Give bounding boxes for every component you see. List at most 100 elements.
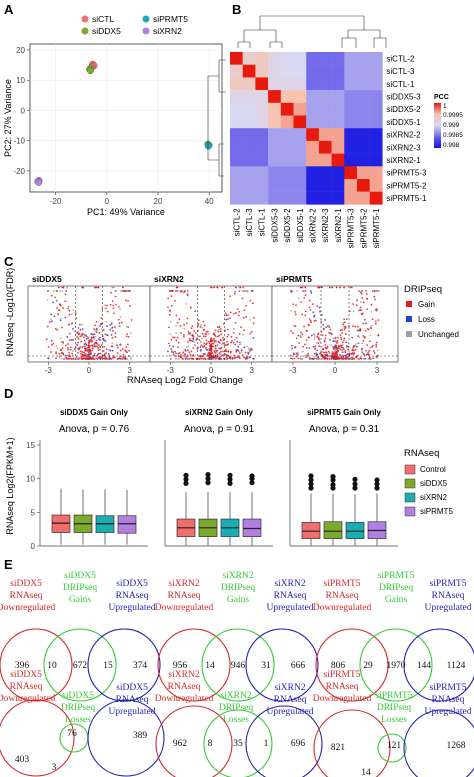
heatmap-column-label: siCTL-3 <box>245 208 254 237</box>
volcano-point <box>89 344 91 347</box>
heatmap-legend-tick: 0.9985 <box>443 132 463 139</box>
volcano-point <box>310 321 312 324</box>
volcano-point <box>321 351 324 353</box>
volcano-point <box>205 333 208 335</box>
volcano-point <box>93 338 96 340</box>
volcano-point <box>236 348 239 351</box>
venn-count: 15 <box>103 661 113 671</box>
venn-set-label-down: RNAseq <box>10 682 43 692</box>
pca-x-tick-label: 0 <box>105 197 110 206</box>
heatmap-cell <box>255 191 269 205</box>
heatmap-cell <box>306 140 320 154</box>
volcano-point <box>56 290 59 292</box>
volcano-point <box>305 339 308 341</box>
heatmap-cell <box>268 102 281 116</box>
volcano-point <box>128 304 131 307</box>
volcano-point <box>222 350 225 353</box>
heatmap-cell <box>306 102 320 116</box>
boxplot-panel: siPRMT5 Gain Only Anova, p = 0.31 <box>289 408 398 547</box>
volcano-point <box>189 306 192 309</box>
volcano-point <box>179 356 182 359</box>
volcano-point <box>207 354 210 357</box>
volcano-point <box>365 353 368 356</box>
volcano-point <box>224 348 227 351</box>
volcano-point <box>294 346 296 349</box>
volcano-point <box>168 354 171 357</box>
volcano-point <box>95 320 98 323</box>
volcano-point <box>70 357 73 360</box>
heatmap-cell <box>293 128 307 142</box>
volcano-point <box>176 321 179 324</box>
volcano-point <box>62 353 65 356</box>
volcano-point <box>172 336 174 339</box>
volcano-point <box>67 347 69 349</box>
volcano-point <box>229 295 232 298</box>
volcano-point <box>344 351 347 354</box>
volcano-legend-title: DRIPseq <box>404 284 442 295</box>
heatmap-column-label: siPRMT5-1 <box>372 208 381 249</box>
volcano-point <box>86 346 89 349</box>
volcano-point <box>238 332 241 335</box>
volcano-point <box>234 321 237 324</box>
volcano-point <box>231 340 233 342</box>
boxplot-outlier <box>183 476 189 482</box>
venn-set-label-up: siDDX5 <box>116 683 148 693</box>
volcano-point <box>362 339 365 342</box>
volcano-point <box>186 290 189 292</box>
volcano-point <box>122 353 125 356</box>
volcano-point <box>249 356 251 359</box>
volcano-point <box>252 358 255 360</box>
volcano-point <box>177 352 180 355</box>
volcano-point <box>85 353 88 356</box>
volcano-point <box>369 340 371 343</box>
volcano-point <box>237 314 240 317</box>
boxplot-legend-swatch-siddx5 <box>404 478 416 489</box>
pca-y-tick-label: 10 <box>16 76 25 85</box>
volcano-point <box>61 352 63 355</box>
heatmap-cell <box>306 115 320 129</box>
volcano-point <box>50 351 52 353</box>
volcano-point <box>351 357 354 359</box>
volcano-point <box>77 341 79 344</box>
volcano-point <box>71 352 74 355</box>
heatmap-cell <box>318 191 332 205</box>
volcano-point <box>103 353 106 356</box>
heatmap-cell <box>369 52 383 65</box>
volcano-point <box>94 286 97 289</box>
volcano-point <box>116 344 118 347</box>
volcano-point <box>291 357 294 360</box>
volcano-point <box>210 340 213 343</box>
volcano-point <box>318 286 321 289</box>
heatmap-cell <box>255 77 269 91</box>
volcano-point <box>369 346 372 349</box>
volcano-point <box>79 328 82 331</box>
volcano-point <box>50 294 53 297</box>
venn-circle-drip <box>43 628 117 702</box>
volcano-point <box>293 357 296 360</box>
volcano-point <box>214 357 217 360</box>
heatmap-cell <box>293 102 307 116</box>
volcano-point <box>347 348 350 351</box>
volcano-point <box>119 325 121 328</box>
volcano-point <box>192 337 194 340</box>
volcano-point <box>199 349 202 352</box>
volcano-point <box>86 349 88 352</box>
boxplot-outlier <box>249 480 255 486</box>
volcano-point <box>299 286 302 289</box>
venn-set-label-up: Upregulated <box>267 603 314 613</box>
pca-point <box>35 178 43 186</box>
volcano-point <box>119 357 122 360</box>
volcano-point <box>328 332 330 334</box>
volcano-point <box>110 291 112 294</box>
volcano-point <box>53 315 56 318</box>
volcano-point <box>369 358 372 360</box>
pca-legend-swatch-sictl <box>81 15 89 23</box>
heatmap-cell <box>230 166 243 180</box>
volcano-point <box>104 307 107 310</box>
volcano-point <box>322 327 325 330</box>
volcano-point <box>205 330 208 333</box>
volcano-point <box>344 350 347 352</box>
venn-count: 403 <box>15 755 30 765</box>
volcano-point <box>308 357 311 360</box>
volcano-point <box>89 348 91 351</box>
